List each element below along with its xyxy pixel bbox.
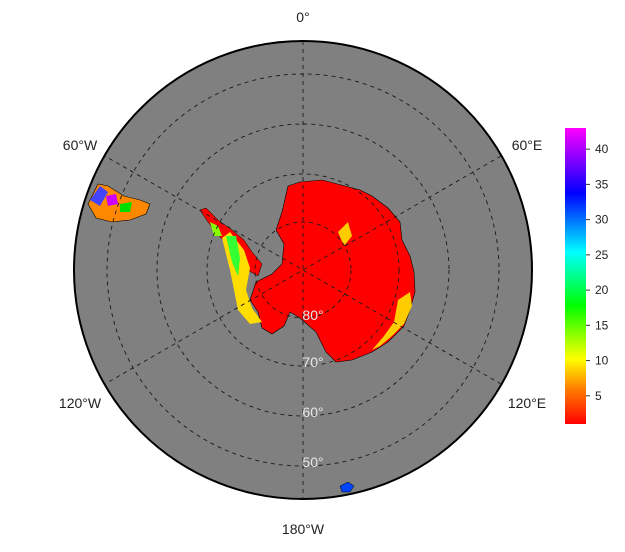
lat-label-80: 80° xyxy=(302,307,323,323)
lon-label-60w: 60°W xyxy=(63,137,98,153)
lon-label-180w: 180°W xyxy=(282,521,325,537)
peninsula-green-strip xyxy=(226,236,240,276)
colorbar-ticks: 5 10 15 20 25 30 35 40 xyxy=(586,142,609,403)
colorbar-tick-label: 30 xyxy=(595,213,609,227)
south-america-blue xyxy=(90,186,108,206)
south-america-magenta xyxy=(106,194,118,206)
colorbar-tick-label: 40 xyxy=(595,142,609,156)
lat-label-60: 60° xyxy=(302,404,323,420)
lon-label-120w: 120°W xyxy=(59,395,102,411)
lon-label-0: 0° xyxy=(296,9,309,25)
coast-edge-east xyxy=(372,292,412,350)
lat-ring-70 xyxy=(206,173,400,367)
lat-label-70: 70° xyxy=(302,354,323,370)
colorbar-ramp xyxy=(565,128,586,424)
colorbar: 5 10 15 20 25 30 35 40 xyxy=(565,128,609,424)
colorbar-tick-label: 15 xyxy=(595,318,609,332)
antarctica-east xyxy=(249,179,416,363)
coast-edge-north xyxy=(338,222,352,246)
colorbar-tick-label: 20 xyxy=(595,283,609,297)
lat-ring-60 xyxy=(156,123,450,417)
peninsula-tip-strip xyxy=(210,222,222,236)
colorbar-tick-label: 10 xyxy=(595,354,609,368)
lon-label-60e: 60°E xyxy=(512,137,543,153)
sub-antarctic-island xyxy=(339,481,355,493)
lat-ring-80 xyxy=(254,221,352,319)
lon-label-120e: 120°E xyxy=(508,395,546,411)
colorbar-tick-label: 5 xyxy=(595,389,602,403)
graticule xyxy=(104,41,502,499)
lat-label-50: 50° xyxy=(302,454,323,470)
colorbar-tick-label: 35 xyxy=(595,177,609,191)
colorbar-tick-label: 25 xyxy=(595,248,609,262)
south-america-green xyxy=(120,202,132,212)
